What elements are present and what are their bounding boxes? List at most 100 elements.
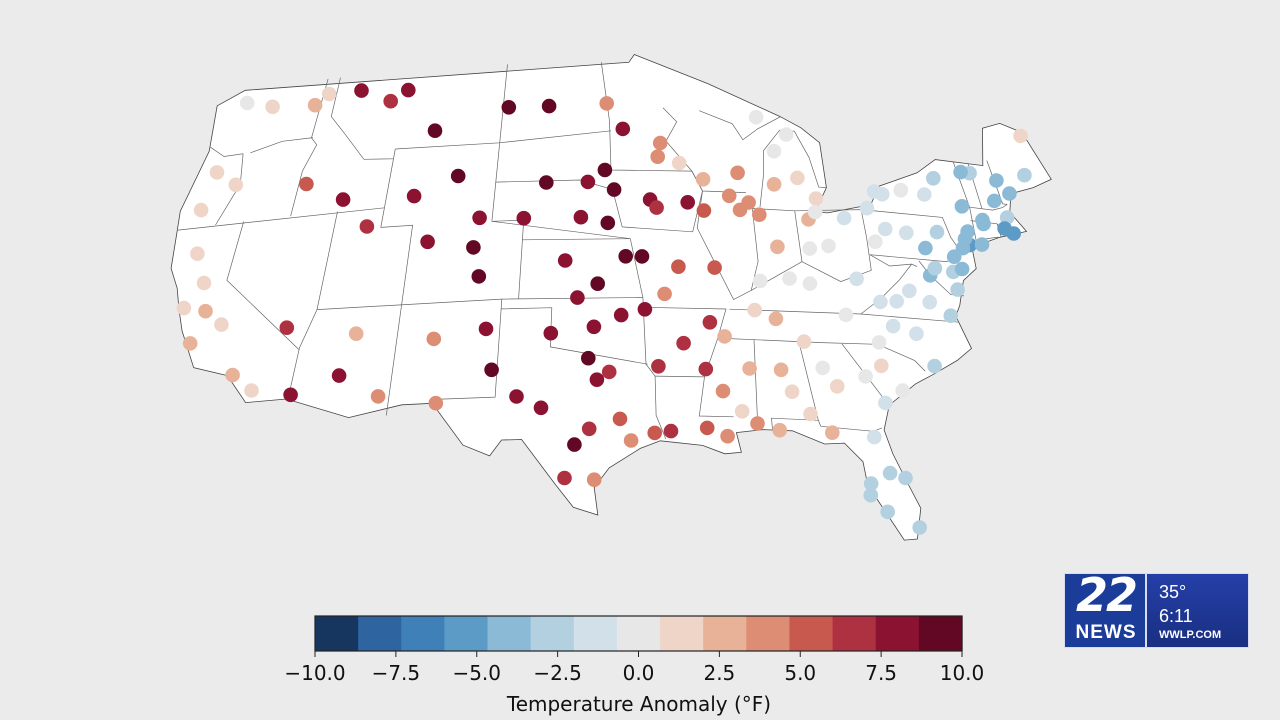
station-marker <box>650 149 665 164</box>
station-marker <box>279 320 295 336</box>
station-marker <box>401 82 416 98</box>
station-marker <box>335 192 351 207</box>
station-marker <box>307 97 323 113</box>
current-temperature: 35° <box>1159 582 1187 602</box>
colorbar-swatch <box>487 616 532 651</box>
station-marker <box>882 465 898 481</box>
station-marker <box>428 395 444 411</box>
station-marker <box>1002 186 1017 201</box>
station-marker <box>895 383 910 398</box>
station-marker <box>501 100 517 115</box>
station-marker <box>196 275 212 291</box>
station-marker <box>570 290 585 305</box>
station-marker <box>922 294 937 310</box>
station-marker <box>647 425 662 441</box>
station-marker <box>849 271 864 287</box>
station-marker <box>999 210 1015 225</box>
colorbar-tick-label: 10.0 <box>940 661 985 685</box>
colorbar-tick-label: 5.0 <box>784 661 816 685</box>
station-logo: 22 NEWS <box>1064 568 1146 648</box>
station-marker <box>957 231 973 247</box>
station-marker <box>509 389 524 404</box>
station-marker <box>796 334 812 349</box>
colorbar-ticks: −10.0 −7.5 −5.0 −2.5 0.0 2.5 5.0 7.5 10.0 <box>284 651 984 685</box>
station-marker <box>889 294 904 309</box>
colorbar-tick-label: 0.0 <box>623 661 655 685</box>
station-marker <box>868 234 883 249</box>
state-border <box>522 238 631 241</box>
station-marker <box>717 329 732 344</box>
station-marker <box>466 240 481 255</box>
station-marker <box>354 83 369 98</box>
state-border <box>210 147 244 226</box>
station-marker <box>880 504 895 520</box>
state-border <box>655 375 705 378</box>
station-marker <box>567 437 582 452</box>
colorbar-swatch <box>358 616 402 651</box>
state-boundaries <box>170 54 1052 541</box>
station-marker <box>581 421 597 437</box>
station-marker <box>807 204 823 220</box>
colorbar-tick-label: −7.5 <box>372 661 421 685</box>
station-marker <box>471 269 487 284</box>
station-marker <box>825 425 840 441</box>
colorbar-swatch <box>444 616 489 651</box>
station-marker <box>634 249 650 264</box>
station-marker <box>808 191 824 206</box>
colorbar-tick-label: −10.0 <box>284 661 345 685</box>
station-marker <box>702 315 718 330</box>
station-marker <box>331 368 347 383</box>
state-border <box>699 110 781 141</box>
station-marker <box>750 416 765 431</box>
station-marker <box>426 331 442 347</box>
state-border <box>600 62 692 172</box>
station-marker <box>721 188 737 204</box>
station-marker <box>772 422 787 438</box>
station-marker <box>943 308 959 324</box>
station-marker <box>927 260 943 276</box>
station-marker <box>720 428 735 444</box>
colorbar-tick-label: 7.5 <box>865 661 897 685</box>
station-marker <box>581 350 596 366</box>
station-marker <box>802 241 818 256</box>
station-marker <box>778 127 794 142</box>
station-marker <box>909 326 924 342</box>
station-marker <box>484 362 499 378</box>
state-border <box>226 221 300 350</box>
station-marker <box>606 182 622 197</box>
station-marker <box>190 246 205 261</box>
station-marker <box>695 172 711 187</box>
station-marker <box>867 429 882 445</box>
station-marker <box>450 168 466 184</box>
station-marker <box>637 302 653 317</box>
current-time: 6:11 <box>1159 606 1193 626</box>
station-marker <box>615 121 631 137</box>
station-marker <box>321 86 337 102</box>
state-border <box>969 204 1008 211</box>
state-border <box>952 161 999 241</box>
station-marker <box>782 271 797 286</box>
station-marker <box>742 361 757 376</box>
station-marker <box>954 261 970 277</box>
colorbar-swatch <box>530 616 575 651</box>
state-border <box>330 77 394 160</box>
channel-number: 22 <box>1075 568 1138 622</box>
station-marker <box>929 224 945 240</box>
state-border <box>753 339 759 430</box>
station-marker <box>954 199 970 214</box>
colorbar-tick-label: −5.0 <box>452 661 501 685</box>
station-marker <box>734 404 750 419</box>
station-marker <box>618 248 633 264</box>
station-marker <box>858 369 873 384</box>
colorbar-swatches <box>315 616 963 651</box>
station-marker <box>543 325 559 341</box>
station-marker <box>383 93 399 109</box>
state-border <box>794 209 872 282</box>
state-border <box>696 190 759 300</box>
station-marker <box>299 176 314 192</box>
colorbar-swatch <box>703 616 747 651</box>
state-border <box>250 137 313 154</box>
colorbar-label: Temperature Anomaly (°F) <box>506 692 771 716</box>
